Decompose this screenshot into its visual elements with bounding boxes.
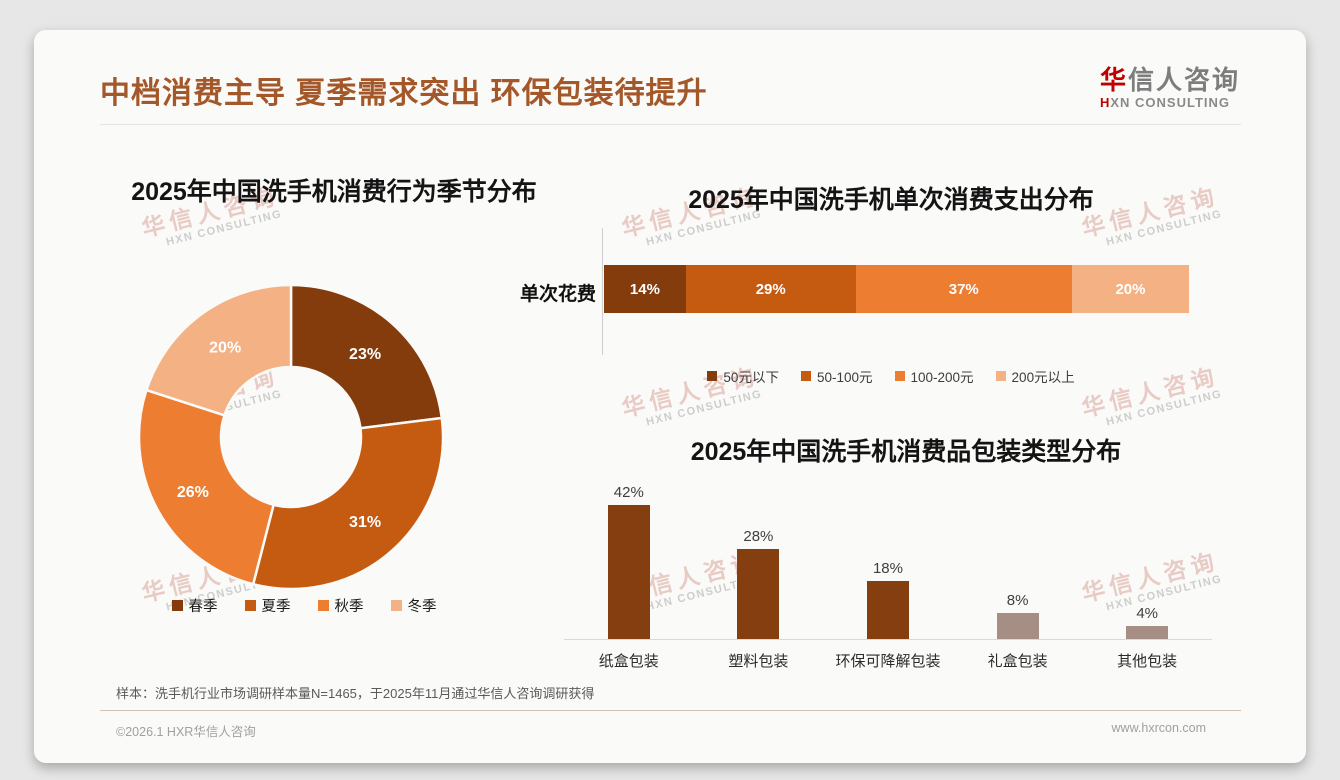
legend-item-50-100元: 50-100元 [800, 366, 873, 386]
legend-swatch [390, 600, 402, 611]
bar-rect [737, 549, 780, 639]
stacked-segment-50元以下: 14% [604, 265, 686, 313]
footer-divider [100, 710, 1241, 711]
bar-value-label: 42% [613, 483, 644, 501]
bar-rect [1126, 626, 1169, 639]
stacked-row-label: 单次花费 [519, 284, 596, 305]
legend-item-秋季: 秋季 [317, 595, 364, 616]
stacked-segment-label: 20% [1115, 280, 1146, 298]
legend-item-50元以下: 50元以下 [707, 366, 779, 386]
donut-slice-秋季 [137, 388, 275, 586]
spending-stacked-bar: 14% 29% 37% 20% [604, 265, 1189, 313]
legend-swatch [800, 371, 811, 381]
logo-en-accent: H [1099, 94, 1111, 110]
legend-item-100-200元: 100-200元 [894, 366, 974, 386]
donut-slice-label: 23% [349, 346, 381, 363]
donut-slice-label: 26% [177, 484, 209, 501]
report-card: 华信人咨询 HXN CONSULTING 华信人咨询 HXN CONSULTING 华信… [34, 30, 1306, 763]
bar-value-label: 18% [872, 560, 903, 578]
packaging-bar-chart: 42% 28% 18% 8% 4% [564, 484, 1212, 640]
donut-slice-夏季 [251, 416, 445, 591]
brand-logo: 华信人咨询 HXN CONSULTING [1100, 66, 1240, 110]
legend-label: 秋季 [334, 599, 364, 615]
legend-swatch [171, 600, 183, 611]
donut-slice-冬季 [145, 283, 293, 417]
logo-cn-rest: 信人咨询 [1127, 65, 1240, 95]
legend-item-夏季: 夏季 [244, 595, 291, 616]
sample-note: 样本：洗手机行业市场调研样本量N=1465，于2025年11月通过华信人咨询调研… [116, 686, 595, 701]
brand-logo-english: HXN CONSULTING [1100, 95, 1240, 110]
stacked-segment-100-200元: 37% [855, 265, 1072, 313]
legend-swatch [244, 600, 256, 611]
donut-legend: 春季 夏季 秋季 冬季 [74, 595, 534, 616]
legend-label: 冬季 [407, 599, 437, 615]
bar-category-label: 纸盒包装 [598, 653, 659, 670]
stacked-legend: 50元以下 50-100元 100-200元 200元以上 [571, 366, 1211, 386]
bar-column-纸盒包装: 42% [564, 484, 694, 639]
brand-logo-chinese: 华信人咨询 [1100, 66, 1240, 95]
stacked-segment-50-100元: 29% [685, 265, 856, 313]
legend-item-200元以上: 200元以上 [995, 366, 1075, 386]
stacked-segment-label: 29% [755, 280, 786, 298]
bar-column-环保可降解包装: 18% [823, 560, 953, 639]
bar-chart-title: 2025年中国洗手机消费品包装类型分布 [690, 438, 1122, 466]
donut-chart-title: 2025年中国洗手机消费行为季节分布 [131, 178, 537, 206]
legend-swatch [995, 371, 1006, 381]
bar-column-其他包装: 4% [1082, 605, 1212, 639]
bar-value-label: 4% [1136, 605, 1159, 623]
legend-item-春季: 春季 [171, 595, 218, 616]
legend-swatch [894, 371, 905, 381]
bar-column-礼盒包装: 8% [953, 592, 1083, 639]
legend-label: 夏季 [261, 599, 291, 615]
bar-category-label: 礼盒包装 [987, 653, 1048, 670]
page-title: 中档消费主导 夏季需求突出 环保包装待提升 [100, 77, 708, 110]
legend-swatch [707, 371, 718, 381]
legend-label: 50-100元 [816, 370, 873, 385]
stacked-segment-200元以上: 20% [1071, 265, 1189, 313]
bar-value-label: 28% [743, 528, 774, 546]
seasonal-donut-chart: 23% 31% 26% 20% [137, 283, 445, 591]
bar-chart-categories: 纸盒包装 塑料包装 环保可降解包装 礼盒包装 其他包装 [564, 650, 1212, 671]
legend-label: 100-200元 [910, 370, 974, 385]
header-divider [100, 124, 1241, 125]
logo-cn-accent: 华 [1099, 65, 1128, 95]
donut-slice-label: 20% [209, 339, 241, 356]
bar-rect [866, 581, 909, 639]
donut-slice-label: 31% [349, 514, 381, 531]
legend-label: 200元以上 [1011, 370, 1075, 385]
stacked-chart-title: 2025年中国洗手机单次消费支出分布 [688, 186, 1094, 214]
bar-value-label: 8% [1006, 592, 1029, 610]
copyright-text: ©2026.1 HXR华信人咨询 [116, 725, 256, 739]
legend-label: 50元以下 [723, 370, 779, 385]
legend-label: 春季 [188, 599, 218, 615]
bar-category-label: 塑料包装 [728, 653, 789, 670]
legend-swatch [317, 600, 329, 611]
stacked-segment-label: 37% [948, 280, 979, 298]
bar-column-塑料包装: 28% [694, 528, 824, 639]
donut-slice-春季 [289, 283, 444, 430]
bar-category-label: 其他包装 [1117, 653, 1178, 670]
bar-rect [607, 504, 650, 639]
logo-en-rest: XN CONSULTING [1110, 94, 1231, 110]
stacked-segment-label: 14% [629, 280, 660, 298]
bar-rect [996, 613, 1039, 639]
legend-item-冬季: 冬季 [390, 595, 437, 616]
website-text: www.hxrcon.com [1111, 721, 1206, 735]
bar-category-label: 环保可降解包装 [835, 653, 941, 670]
stacked-chart-axis [602, 228, 603, 355]
